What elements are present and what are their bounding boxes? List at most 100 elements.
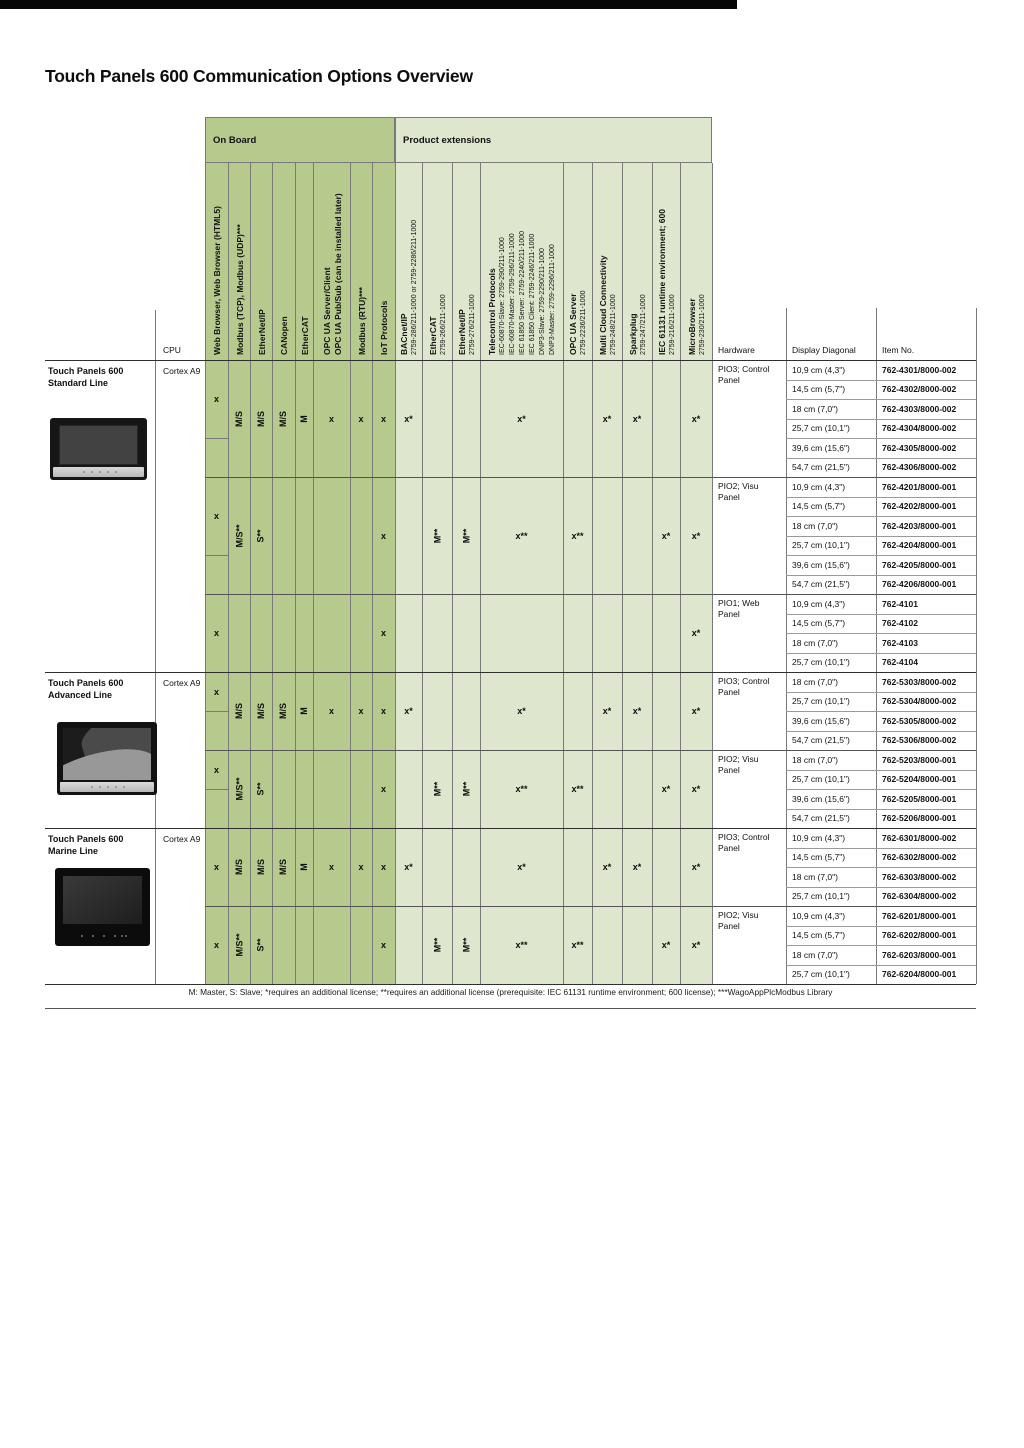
grid-line-horizontal [786,789,976,790]
grid-line-horizontal [786,847,976,849]
mark-cell-mtcp: M/S** [228,477,250,594]
availability-mark: x* [691,940,701,950]
availability-mark: S** [255,528,266,543]
item-no-cell: 762-4104 [882,657,918,667]
mark-cell-eip_x: M** [452,750,480,828]
column-title: BACnet/IP [399,313,409,355]
column-header-eip_x: EtherNet/IP 2759-276/211-1000 [452,163,480,360]
mark-cell-opcsrv: x** [563,477,592,594]
availability-mark: x [328,413,334,424]
availability-mark: x [380,862,386,872]
column-title: Telecontrol Protocols [487,268,497,355]
column-header-rotated-text: Sparkplug 2759-247/211-1000 [623,168,653,360]
mark-cell-can: M/S [272,828,295,906]
display-diagonal-cell: 54,7 cm (21,5") [792,735,850,745]
availability-mark: M/S [278,858,289,876]
mark-cell-wb: x [205,360,228,438]
item-no-cell: 762-4201/8000-001 [882,481,957,492]
grid-line-horizontal [786,652,976,654]
mark-cell-can: M/S [272,360,295,477]
grid-line-horizontal [786,574,976,576]
mark-cell-wb: x [205,477,228,555]
mark-cell-iot: x [372,477,395,594]
item-no-cell: 762-4205/8000-001 [882,559,957,570]
advanced-line-panel-photo [57,722,157,795]
display-diagonal-cell: 25,7 cm (10,1") [792,969,850,979]
column-header-rotated-text: BACnet/IP 2759-286/211-1000 or 2759-2286/… [396,168,423,360]
column-order-number: 2759-216/211-1000 [668,294,676,355]
availability-mark: M [299,707,309,715]
mark-cell-iot: x [372,906,395,984]
grid-line-horizontal [786,925,976,927]
column-order-number: IEC-60870-Master: 2759-296/211-1000 [509,233,516,355]
column-title: IoT Protocols [379,300,389,355]
panel-button-bar [60,782,154,792]
availability-mark: x [358,413,364,424]
hardware-cell: PIO3; Control Panel [718,676,770,697]
display-diagonal-cell: 14,5 cm (5,7") [792,618,846,628]
grid-line-horizontal [205,750,976,751]
footnote: M: Master, S: Slave; *requires an additi… [188,987,833,997]
hardware-cell: PIO2; Visu Panel [718,481,759,502]
cpu-cell: Cortex A9 [163,678,201,688]
availability-mark: x* [661,784,671,794]
column-order-number: 2759-230/211-1000 [698,294,706,355]
availability-mark: M/S [233,858,244,876]
panel-screen [59,425,138,465]
mark-cell-iot: x [372,360,395,477]
grid-line-horizontal [205,711,228,712]
column-header-spark: Sparkplug 2759-247/211-1000 [622,163,652,360]
column-header-rotated-text: Telecontrol Protocols IEC-60870-Slave: 27… [481,168,564,360]
mark-cell-iec: x* [652,750,680,828]
column-header-rotated-text: IoT Protocols [373,168,396,360]
availability-mark: x* [632,862,642,872]
mark-cell-tele: x* [480,828,563,906]
column-header-opcsrv: OPC UA Server 2759-2236/211-1000 [563,163,592,360]
mark-cell-spark: x* [622,828,652,906]
display-diagonal-cell: 25,7 cm (10,1") [792,657,850,667]
column-header-micro: MicroBrowser 2759-230/211-1000 [680,163,712,360]
availability-mark: x* [691,706,701,716]
group-header-product-extensions: Product extensions [395,117,712,163]
item-no-cell: 762-5205/8000-001 [882,793,957,804]
display-diagonal-cell: 14,5 cm (5,7") [792,930,846,940]
column-header-rotated-text: CANopen [273,168,296,360]
display-diagonal-cell: 39,6 cm (15,6") [792,715,850,726]
availability-mark: x [380,628,386,638]
grid-line-horizontal [45,984,976,985]
grid-line-horizontal [45,672,976,673]
mark-cell-iot: x [372,750,395,828]
display-diagonal-cell: 18 cm (7,0") [792,637,839,648]
grid-line-horizontal [786,886,976,888]
grid-line-horizontal [786,399,976,400]
group-header-on-board: On Board [205,117,395,163]
mark-cell-opcsrv: x** [563,750,592,828]
mark-cell-wb: x [205,828,228,906]
column-header-mtcp: Modbus (TCP), Modbus (UDP)*** [228,163,250,360]
mark-cell-micro: x* [680,360,712,477]
availability-mark: x** [571,940,584,950]
mark-cell-ecat: M [295,360,313,477]
availability-mark: x [213,940,219,950]
availability-mark: M** [460,528,471,543]
mark-cell-eip_x: M** [452,906,480,984]
item-no-cell: 762-5303/8000-002 [882,676,957,687]
mark-cell-iot: x [372,828,395,906]
column-order-number: 2759-2236/211-1000 [580,290,587,355]
mark-cell-eip: M/S [250,672,272,750]
mark-cell-micro: x* [680,750,712,828]
item-no-cell: 762-4305/8000-002 [882,442,957,453]
column-order-number: IEC 61850 Server: 2759-2240/211-1000 [519,230,526,355]
availability-mark: x* [404,413,413,424]
grid-line-horizontal [786,535,976,537]
grid-line-horizontal [786,457,976,459]
availability-mark: x* [661,530,671,541]
item-no-cell: 762-5206/8000-001 [882,813,957,823]
grid-line-horizontal [786,691,976,693]
item-no-cell: 762-4102 [882,618,918,628]
availability-mark: M/S** [234,777,245,801]
standard-line-panel-photo [50,418,147,480]
column-header-bacnet: BACnet/IP 2759-286/211-1000 or 2759-2286/… [395,163,422,360]
item-no-cell: 762-4103 [882,637,918,648]
